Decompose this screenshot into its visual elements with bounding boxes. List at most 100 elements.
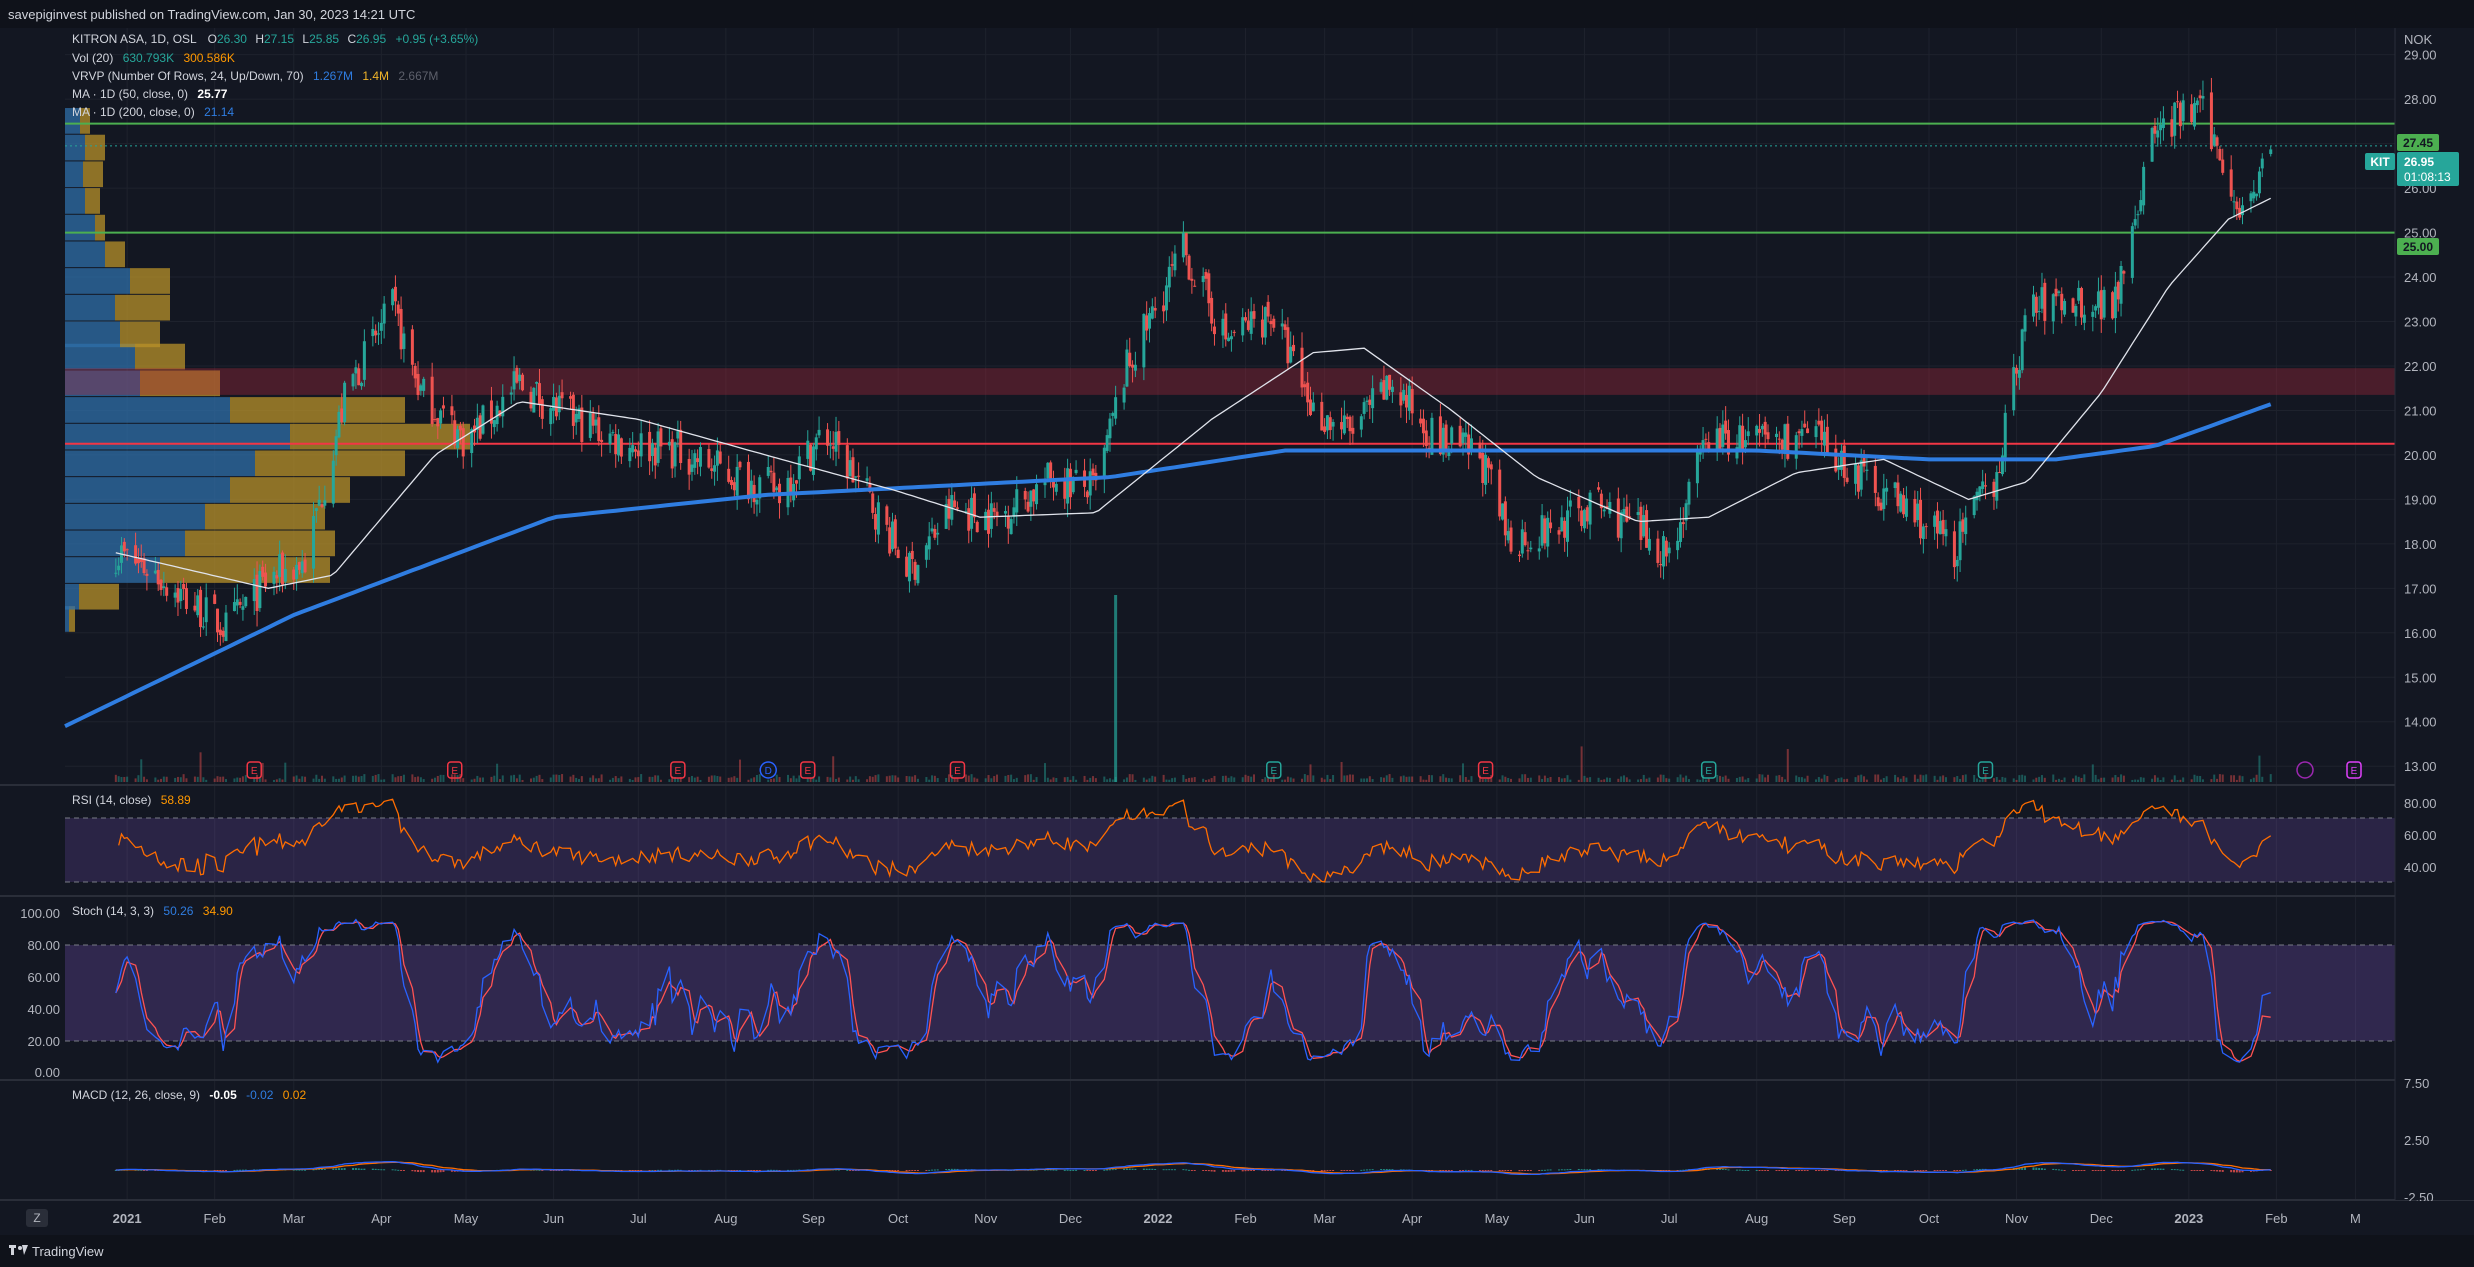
volume-bar	[1781, 776, 1784, 782]
candle-body	[1351, 427, 1355, 434]
stoch-tick: 60.00	[27, 970, 60, 985]
symbol-legend[interactable]: KITRON ASA, 1D, OSL O26.30 H27.15 L25.85…	[72, 32, 478, 46]
candle-body	[569, 396, 573, 399]
macd-legend[interactable]: MACD (12, 26, close, 9) -0.05 -0.02 0.02	[72, 1088, 306, 1102]
volume-bar	[498, 779, 501, 782]
macd-hist-bar	[778, 1170, 781, 1171]
macd-hist-bar	[2060, 1169, 2063, 1171]
candle-body	[1724, 420, 1728, 434]
rsi-legend-label: RSI (14, close)	[72, 793, 151, 807]
zoom-button[interactable]	[26, 1209, 48, 1227]
macd-hist-bar	[953, 1168, 956, 1170]
price-tick: 29.00	[2404, 48, 2437, 63]
stoch-legend[interactable]: Stoch (14, 3, 3) 50.26 34.90	[72, 904, 233, 918]
volume-bar	[885, 776, 888, 782]
macd-hist-bar	[956, 1168, 959, 1170]
candle-body	[571, 394, 575, 426]
candle-body	[560, 392, 564, 399]
candle-body	[766, 466, 770, 476]
candle-body	[495, 405, 499, 425]
ma200-legend[interactable]: MA · 1D (200, close, 0) 21.14	[72, 105, 234, 119]
candle-body	[972, 493, 976, 518]
price-scale[interactable]	[2395, 28, 2474, 1200]
candle-body	[1441, 427, 1445, 455]
volume-bar	[258, 776, 261, 782]
volume-bar	[1385, 775, 1388, 782]
price-tick: 24.00	[2404, 270, 2437, 285]
price-tick: 13.00	[2404, 759, 2437, 774]
candle-body	[1148, 313, 1152, 329]
earnings-marker	[246, 761, 262, 779]
volume-bar	[2012, 778, 2015, 782]
macd-hist-bar	[1108, 1169, 1111, 1171]
vrvp-legend[interactable]: VRVP (Number Of Rows, 24, Up/Down, 70) 1…	[72, 69, 438, 83]
rsi-line	[118, 798, 2272, 883]
volume-bar	[1758, 774, 1761, 782]
volume-legend[interactable]: Vol (20) 630.793K 300.586K	[72, 51, 235, 65]
macd-hist-bar	[318, 1168, 321, 1170]
macd-hist-bar	[1668, 1170, 1671, 1171]
macd-hist-bar	[295, 1169, 298, 1171]
volume-bar	[1430, 775, 1433, 782]
macd-value-3: 0.02	[283, 1088, 307, 1102]
volume-bar	[117, 776, 120, 782]
volume-bar	[727, 777, 730, 782]
candle-body	[594, 419, 598, 426]
volume-bar	[931, 775, 934, 782]
volume-bar	[377, 774, 380, 782]
candle-body	[241, 606, 245, 610]
macd-hist-bar	[1543, 1169, 1546, 1171]
rsi-pane[interactable]	[65, 798, 2395, 883]
candle-body	[475, 417, 479, 430]
candle-body	[749, 480, 753, 496]
macd-hist-bar	[1230, 1170, 1233, 1172]
candle-body	[1664, 540, 1668, 557]
macd-hist-bar	[1134, 1168, 1137, 1170]
candle-body	[955, 507, 959, 509]
volume-bar	[1521, 774, 1524, 782]
candle-body	[1125, 349, 1129, 387]
macd-hist-bar	[1193, 1170, 1196, 1171]
macd-hist-bar	[450, 1170, 453, 1172]
macd-hist-bar	[2196, 1170, 2199, 1171]
volume-bar	[767, 779, 770, 782]
macd-hist-bar	[733, 1170, 736, 1171]
candle-body	[1227, 337, 1231, 342]
volume-bar	[809, 777, 812, 782]
volume-bar	[640, 774, 643, 782]
vrvp-value-2: 1.4M	[362, 69, 389, 83]
time-scale[interactable]	[0, 1201, 2474, 1234]
macd-hist-bar	[2024, 1167, 2027, 1170]
rsi-legend[interactable]: RSI (14, close) 58.89	[72, 793, 191, 807]
volume-bar	[945, 777, 948, 782]
candle-body	[1506, 531, 1510, 541]
candle-body	[1193, 285, 1197, 287]
macd-hist-bar	[2131, 1169, 2134, 1171]
volume-bar	[462, 778, 465, 782]
volume-bar	[792, 775, 795, 782]
candle-body	[591, 413, 595, 426]
candle-body	[1721, 424, 1725, 447]
main-legend[interactable]: KITRON ASA, 1D, OSL O26.30 H27.15 L25.85…	[72, 32, 478, 119]
volume-profile-up	[65, 557, 160, 583]
candle-body	[936, 532, 940, 535]
macd-hist-bar	[1106, 1169, 1109, 1171]
volume-bar	[1645, 778, 1648, 782]
macd-hist-bar	[1171, 1169, 1174, 1171]
volume-bar	[634, 777, 637, 782]
macd-hist-bar	[1450, 1170, 1453, 1171]
candle-body	[1975, 491, 1979, 501]
volume-bar	[699, 779, 702, 782]
macd-hist-bar	[1241, 1170, 1244, 1172]
volume-bar	[1682, 777, 1685, 782]
ma50-legend[interactable]: MA · 1D (50, close, 0) 25.77	[72, 87, 228, 101]
candle-body	[1608, 501, 1612, 514]
macd-hist-bar	[674, 1169, 677, 1171]
macd-pane[interactable]	[114, 1161, 2272, 1176]
volume-profile-down	[185, 530, 335, 557]
volume-bar	[1526, 777, 1529, 782]
macd-hist-bar	[1111, 1169, 1114, 1171]
stoch-pane[interactable]	[65, 918, 2395, 1064]
